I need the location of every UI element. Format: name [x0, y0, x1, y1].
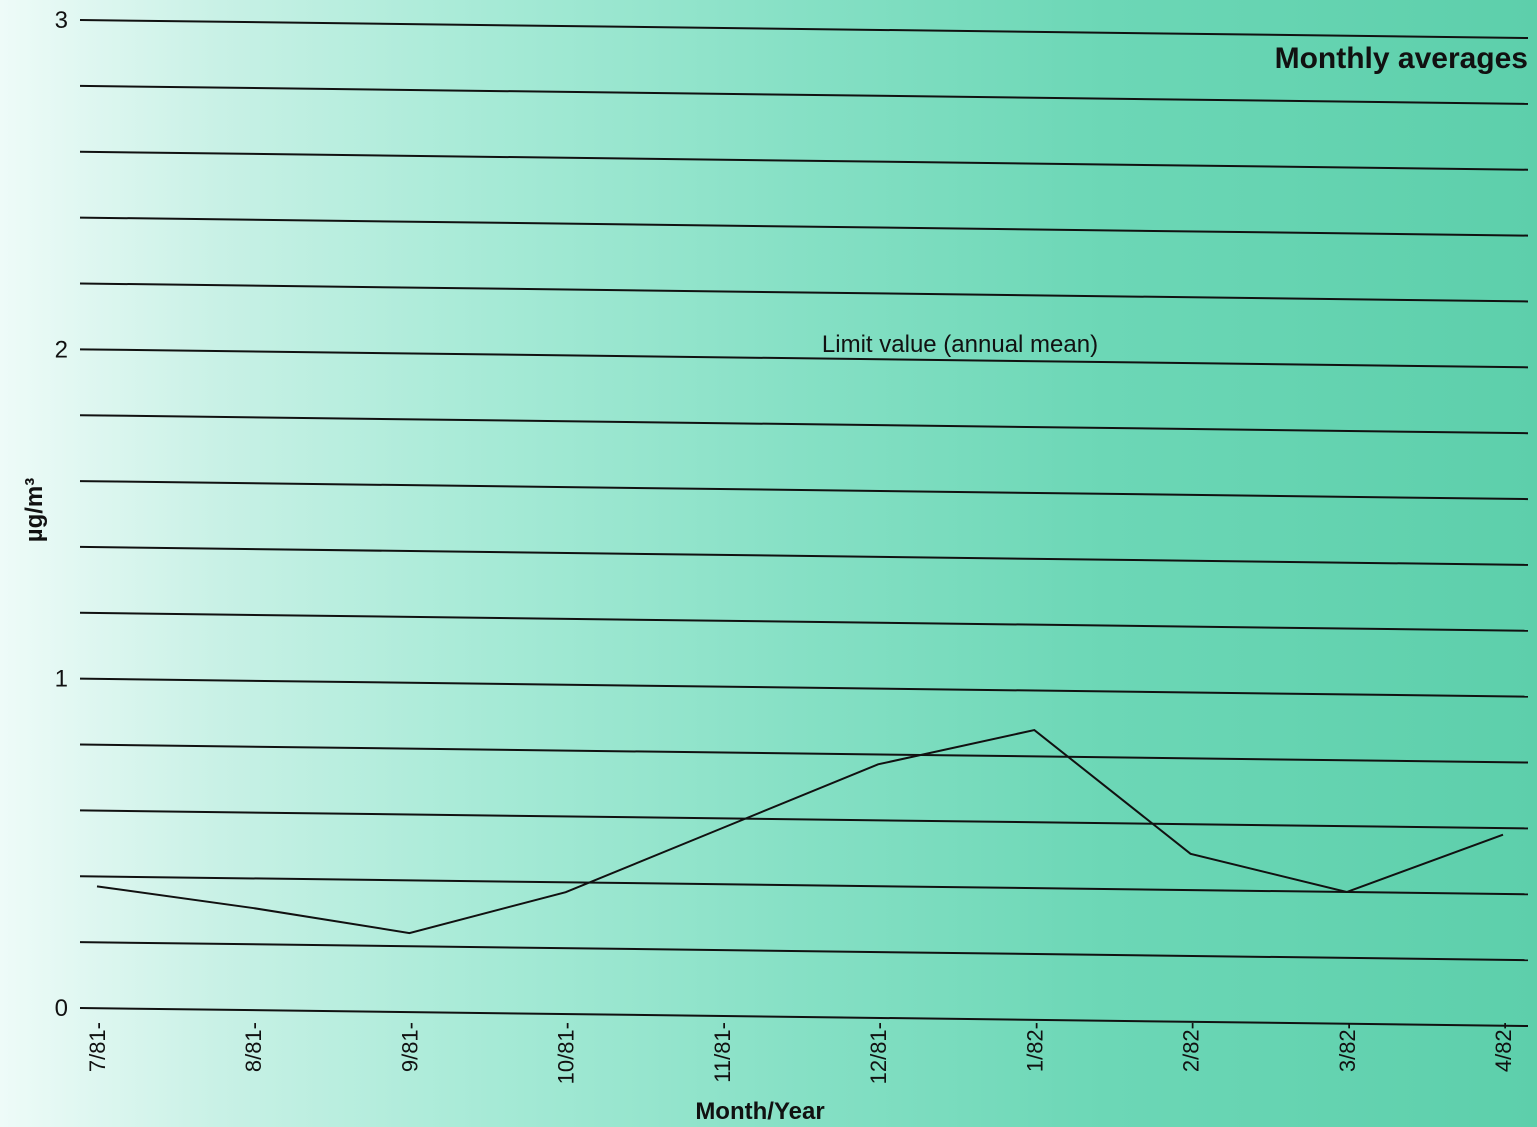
gridline: [79, 611, 1529, 632]
y-tick-label: 0: [55, 995, 68, 1022]
x-tick-label: 11/81-: [710, 1022, 735, 1083]
gridline: [79, 19, 1529, 39]
x-tick-label: 8/81-: [241, 1022, 266, 1072]
gridline: [79, 216, 1529, 237]
x-axis-title: Month/Year: [695, 1098, 824, 1125]
x-tick-label: 7/81-: [85, 1022, 110, 1072]
x-tick-label: 1/82-: [1022, 1022, 1047, 1072]
gridline: [79, 84, 1529, 105]
gridline: [79, 545, 1529, 566]
gridline: [79, 743, 1529, 764]
x-tick-label: 9/81-: [397, 1022, 422, 1072]
gridline: [79, 809, 1529, 830]
y-tick-label: 2: [55, 336, 68, 363]
gridline: [79, 941, 1529, 962]
x-tick-label: 2/82-: [1179, 1022, 1204, 1072]
gridline: [79, 348, 1529, 369]
y-tick-label: 3: [55, 7, 68, 34]
gridline: [79, 875, 1529, 896]
gridline: [79, 480, 1529, 501]
y-axis: 0 1 2 3: [55, 7, 68, 1022]
gridline: [79, 282, 1529, 303]
gridlines: [79, 19, 1529, 1027]
limit-value-label: Limit value (annual mean): [822, 331, 1098, 358]
y-axis-title: µg/m³: [21, 478, 48, 543]
y-tick-label: 1: [55, 666, 68, 693]
x-tick-label: 12/81-: [866, 1022, 891, 1084]
gridline: [79, 1007, 1529, 1027]
chart-title: Monthly averages: [1275, 42, 1528, 75]
x-axis: 7/81- 8/81- 9/81- 10/81- 11/81- 12/81- 1/82- 2/…: [85, 1022, 1516, 1084]
gridline: [79, 414, 1529, 435]
series: [96, 728, 1504, 935]
gridline: [79, 677, 1529, 698]
x-tick-label: 4/82-: [1491, 1022, 1516, 1072]
x-tick-label: 10/81-: [554, 1022, 579, 1084]
x-tick-label: 3/82-: [1335, 1022, 1360, 1072]
gridline: [79, 150, 1529, 171]
series-line: [96, 728, 1504, 935]
